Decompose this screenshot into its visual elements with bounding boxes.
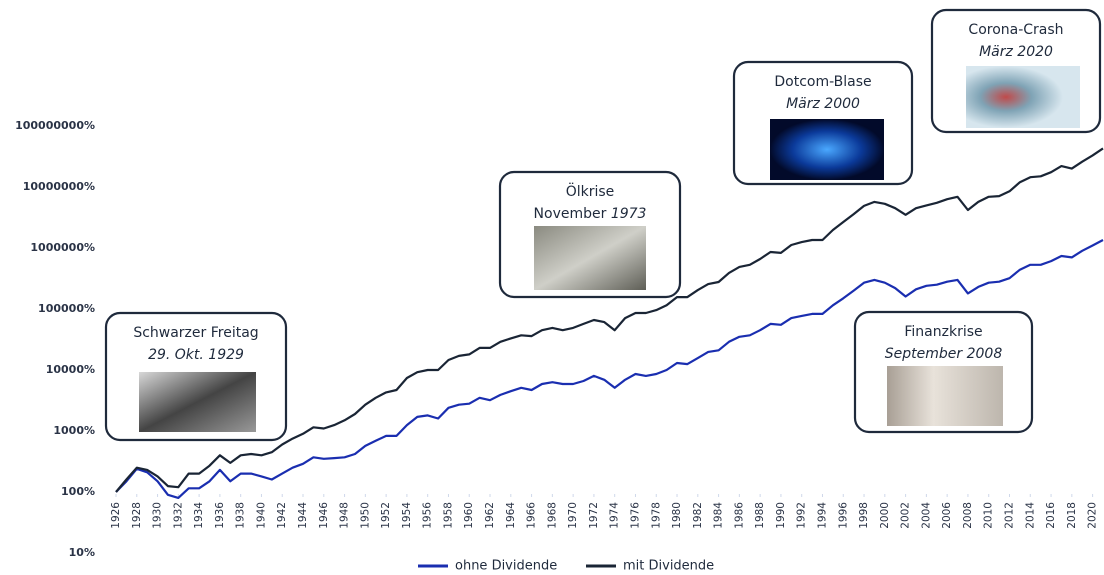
x-tick-label: 2016 xyxy=(1045,502,1057,529)
x-tick-label: 1996 xyxy=(837,502,849,529)
annotation-text: Dotcom-Blase xyxy=(774,74,871,90)
x-tick-label: 1974 xyxy=(609,502,621,529)
x-tick-label: 1998 xyxy=(858,502,870,529)
x-tick-label: 1926 xyxy=(110,502,122,529)
annotation-text: November 1973 xyxy=(534,206,647,222)
x-tick-label: 2006 xyxy=(941,502,953,529)
x-tick-label: 1962 xyxy=(484,502,496,529)
x-tick-label: 1970 xyxy=(567,502,579,529)
annotation-part: Dotcom-Blase xyxy=(774,74,871,90)
x-tick-label: 1938 xyxy=(235,502,247,529)
annotation-photo xyxy=(966,66,1080,128)
legend-label: mit Dividende xyxy=(623,559,714,574)
annotation-part: Finanzkrise xyxy=(904,324,982,340)
annotation-text: Corona-Crash xyxy=(968,22,1063,38)
annotation-text: März 2000 xyxy=(786,96,860,112)
y-tick-label: 100% xyxy=(61,485,95,498)
x-tick-label: 2004 xyxy=(920,502,932,529)
x-tick-label: 1940 xyxy=(255,502,267,529)
x-tick-label: 1942 xyxy=(276,502,288,529)
x-tick-label: 1968 xyxy=(546,502,558,529)
x-tick-label: 1966 xyxy=(526,502,538,529)
annotation-part: März 2020 xyxy=(979,44,1053,60)
x-tick-label: 1982 xyxy=(692,502,704,529)
annotation-part: November xyxy=(534,206,607,222)
y-tick-label: 10000000% xyxy=(23,180,95,193)
x-tick-label: 1964 xyxy=(505,502,517,529)
x-tick-label: 2008 xyxy=(962,502,974,529)
annotation-photo xyxy=(139,372,256,432)
y-tick-label: 10000% xyxy=(46,363,95,376)
x-tick-label: 1946 xyxy=(318,502,330,529)
x-tick-label: 1928 xyxy=(131,502,143,529)
x-tick-label: 2014 xyxy=(1024,502,1036,529)
y-tick-label: 100000% xyxy=(38,302,95,315)
x-tick-label: 1932 xyxy=(172,502,184,529)
x-tick-label: 2018 xyxy=(1066,502,1078,529)
x-tick-label: 1950 xyxy=(359,502,371,529)
x-tick-label: 1944 xyxy=(297,502,309,529)
x-tick-label: 1990 xyxy=(775,502,787,529)
x-tick-label: 2010 xyxy=(983,502,995,529)
annotation-part: 29. Okt. 1929 xyxy=(148,347,244,363)
x-tick-label: 1958 xyxy=(442,502,454,529)
x-tick-label: 1952 xyxy=(380,502,392,529)
x-tick-label: 2020 xyxy=(1087,502,1099,529)
annotation-text: September 2008 xyxy=(885,346,1003,362)
x-tick-label: 2000 xyxy=(879,502,891,529)
x-tick-label: 1994 xyxy=(816,502,828,529)
annotation-photo xyxy=(887,366,1003,426)
x-tick-label: 1980 xyxy=(671,502,683,529)
legend-label: ohne Dividende xyxy=(455,559,557,574)
annotation-text: 29. Okt. 1929 xyxy=(148,347,244,363)
y-tick-label: 10% xyxy=(69,546,95,559)
x-tick-label: 1936 xyxy=(214,502,226,529)
x-tick-label: 1978 xyxy=(650,502,662,529)
annotation-part: Corona-Crash xyxy=(968,22,1063,38)
x-tick-label: 1986 xyxy=(733,502,745,529)
x-tick-label: 1976 xyxy=(629,502,641,529)
annotation-part: März 2000 xyxy=(786,96,860,112)
line-series xyxy=(115,239,1104,499)
annotation-part: Schwarzer Freitag xyxy=(133,325,258,341)
x-tick-label: 2012 xyxy=(1003,502,1015,529)
x-tick-label: 1984 xyxy=(713,502,725,529)
annotation-photo xyxy=(770,119,884,180)
annotation-text: Ölkrise xyxy=(566,182,615,200)
x-tick-label: 1992 xyxy=(796,502,808,529)
x-tick-label: 1934 xyxy=(193,502,205,529)
annotation-part: September 2008 xyxy=(885,346,1003,362)
x-tick-label: 1972 xyxy=(588,502,600,529)
x-tick-label: 2002 xyxy=(900,502,912,529)
y-tick-label: 100000000% xyxy=(15,119,95,132)
x-tick-label: 1954 xyxy=(401,502,413,529)
annotation-photo xyxy=(534,226,646,290)
annotation-part: 1973 xyxy=(611,206,647,222)
y-tick-label: 1000% xyxy=(53,424,95,437)
line-series xyxy=(115,147,1104,493)
annotation-text: Finanzkrise xyxy=(904,324,982,340)
x-tick-label: 1956 xyxy=(422,502,434,529)
x-tick-label: 1948 xyxy=(339,502,351,529)
y-tick-label: 1000000% xyxy=(30,241,95,254)
x-tick-label: 1960 xyxy=(463,502,475,529)
annotation-text: Schwarzer Freitag xyxy=(133,325,258,341)
annotation-part: Ölkrise xyxy=(566,182,615,200)
annotation-text: März 2020 xyxy=(979,44,1053,60)
x-tick-label: 1930 xyxy=(152,502,164,529)
x-tick-label: 1988 xyxy=(754,502,766,529)
